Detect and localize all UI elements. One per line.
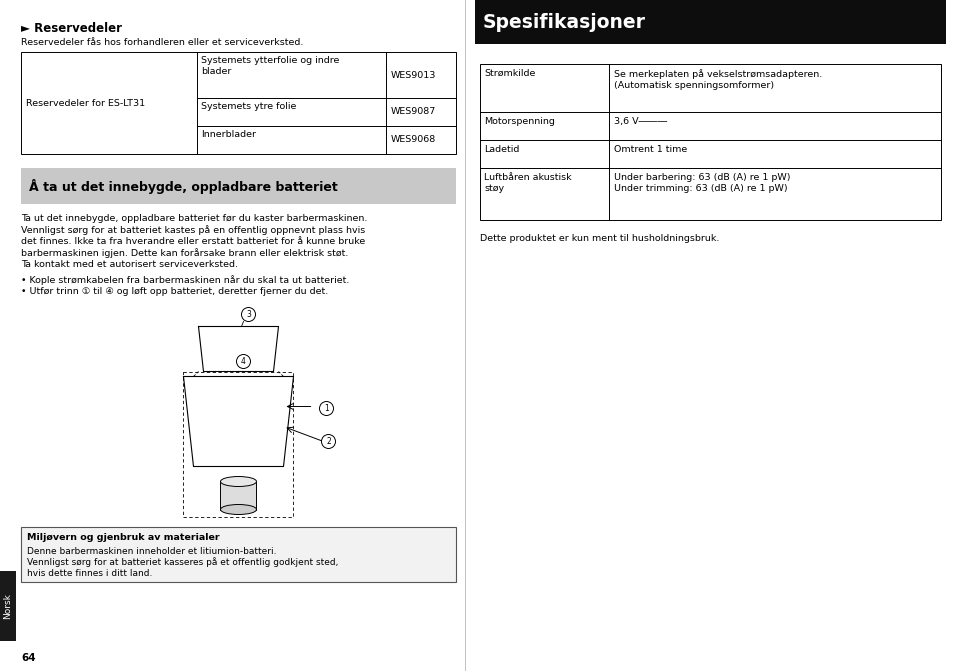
Text: Miljøvern og gjenbruk av materialer: Miljøvern og gjenbruk av materialer — [27, 533, 219, 542]
Text: WES9087: WES9087 — [390, 107, 436, 117]
Text: 3: 3 — [246, 310, 251, 319]
Text: ► Reservedeler: ► Reservedeler — [21, 22, 122, 35]
Text: Vennligst sørg for at batteriet kasseres på et offentlig godkjent sted,: Vennligst sørg for at batteriet kasseres… — [27, 558, 338, 568]
Ellipse shape — [220, 505, 256, 515]
Text: det finnes. Ikke ta fra hverandre eller erstatt batteriet for å kunne bruke: det finnes. Ikke ta fra hverandre eller … — [21, 237, 365, 246]
Text: Denne barbermaskinen inneholder et litiumion-batteri.: Denne barbermaskinen inneholder et litiu… — [27, 546, 276, 556]
Text: Reservedeler fås hos forhandleren eller et serviceverksted.: Reservedeler fås hos forhandleren eller … — [21, 38, 303, 47]
Text: Omtrent 1 time: Omtrent 1 time — [614, 145, 687, 154]
Text: Innerblader: Innerblader — [201, 130, 256, 139]
Text: 3,6 V―――: 3,6 V――― — [614, 117, 667, 126]
Text: Ta kontakt med et autorisert serviceverksted.: Ta kontakt med et autorisert serviceverk… — [21, 260, 237, 269]
Ellipse shape — [220, 476, 256, 486]
Bar — [0, 571, 16, 641]
Text: • Utfør trinn ① til ④ og løft opp batteriet, deretter fjerner du det.: • Utfør trinn ① til ④ og løft opp batter… — [21, 287, 328, 296]
Bar — [220, 482, 256, 509]
Text: WES9068: WES9068 — [390, 136, 436, 144]
Text: Dette produktet er kun ment til husholdningsbruk.: Dette produktet er kun ment til husholdn… — [479, 234, 719, 243]
Text: Luftbåren akustisk
støy: Luftbåren akustisk støy — [483, 173, 571, 193]
Text: barbermaskinen igjen. Dette kan forårsake brann eller elektrisk støt.: barbermaskinen igjen. Dette kan forårsak… — [21, 248, 348, 258]
Text: Ta ut det innebygde, oppladbare batteriet før du kaster barbermaskinen.: Ta ut det innebygde, oppladbare batterie… — [21, 214, 367, 223]
Text: Under barbering: 63 (dB (A) re 1 pW)
Under trimming: 63 (dB (A) re 1 pW): Under barbering: 63 (dB (A) re 1 pW) Und… — [614, 173, 790, 193]
Text: • Kople strømkabelen fra barbermaskinen når du skal ta ut batteriet.: • Kople strømkabelen fra barbermaskinen … — [21, 276, 349, 285]
Text: Reservedeler for ES-LT31: Reservedeler for ES-LT31 — [26, 99, 145, 107]
Text: Systemets ytterfolie og indre
blader: Systemets ytterfolie og indre blader — [201, 56, 339, 76]
Text: Norsk: Norsk — [4, 593, 12, 619]
Text: Vennligst sørg for at batteriet kastes på en offentlig oppnevnt plass hvis: Vennligst sørg for at batteriet kastes p… — [21, 225, 365, 236]
Text: Strømkilde: Strømkilde — [483, 69, 535, 78]
Text: Systemets ytre folie: Systemets ytre folie — [201, 102, 296, 111]
Bar — [479, 64, 941, 220]
Bar — [475, 0, 945, 44]
Bar — [21, 52, 456, 154]
Text: Å ta ut det innebygde, oppladbare batteriet: Å ta ut det innebygde, oppladbare batter… — [29, 178, 337, 193]
Text: 4: 4 — [241, 357, 246, 366]
Text: 64: 64 — [21, 653, 35, 663]
Text: Se merkeplaten på vekselstrømsadapteren.
(Automatisk spenningsomformer): Se merkeplaten på vekselstrømsadapteren.… — [614, 69, 821, 91]
Bar — [21, 527, 456, 582]
Text: Motorspenning: Motorspenning — [483, 117, 555, 126]
Text: hvis dette finnes i ditt land.: hvis dette finnes i ditt land. — [27, 568, 152, 578]
Text: 2: 2 — [326, 437, 331, 446]
Text: Ladetid: Ladetid — [483, 145, 519, 154]
Text: 1: 1 — [324, 404, 329, 413]
Bar — [21, 168, 456, 204]
Text: WES9013: WES9013 — [390, 70, 436, 79]
Text: Spesifikasjoner: Spesifikasjoner — [482, 13, 645, 32]
